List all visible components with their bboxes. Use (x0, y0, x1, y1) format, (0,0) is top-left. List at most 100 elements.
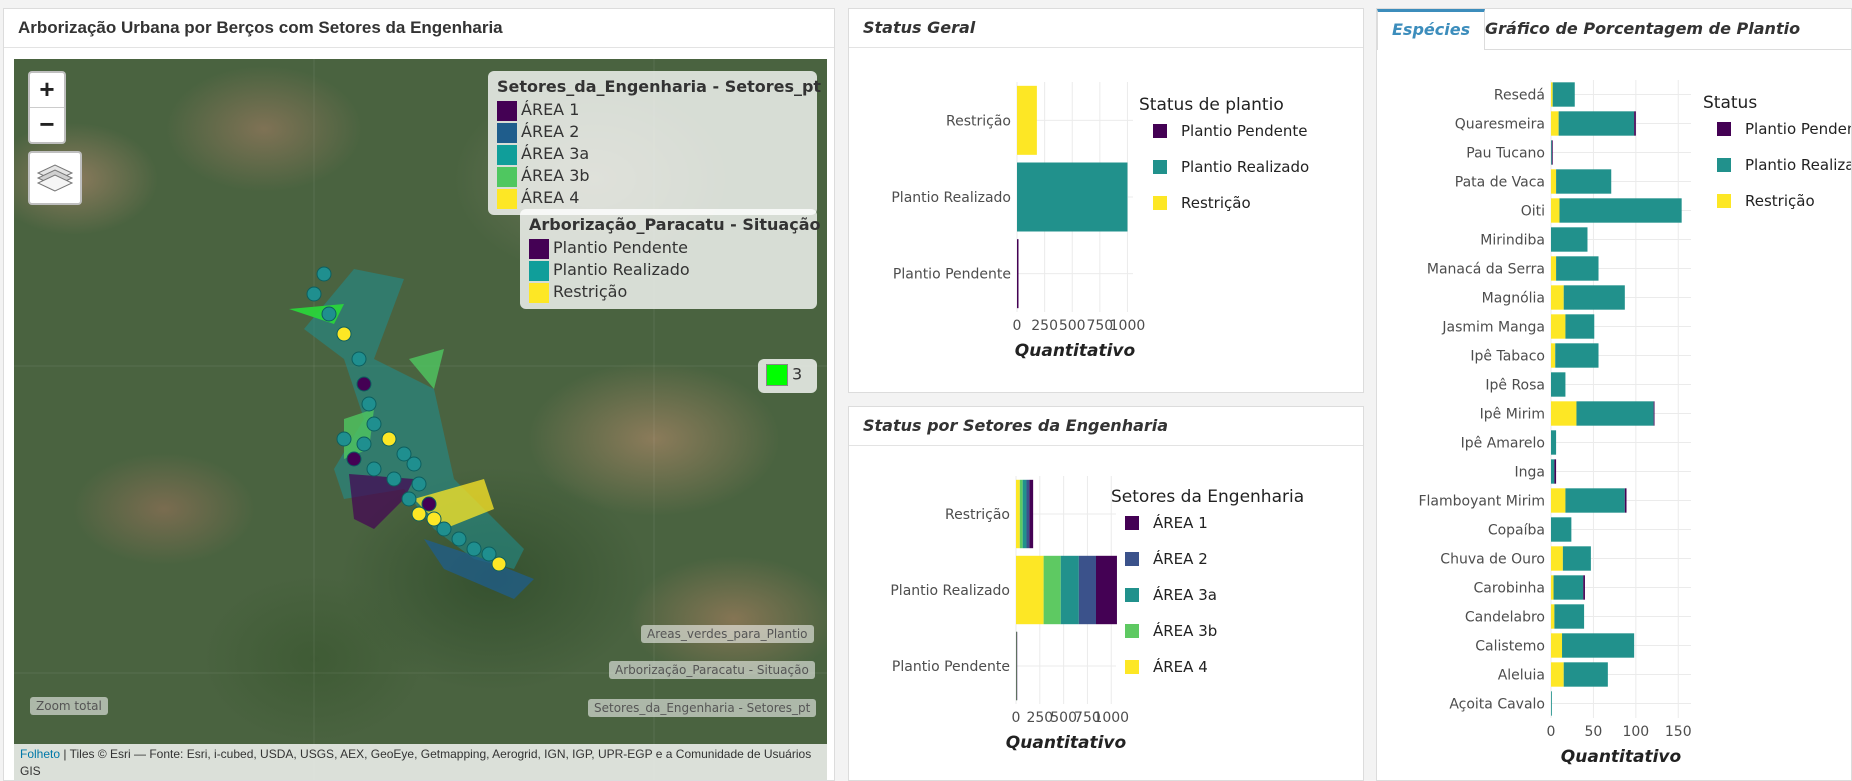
category-label: Aleluia (1498, 668, 1545, 684)
bar-segment (1562, 546, 1591, 571)
tree-point[interactable] (366, 416, 382, 432)
tree-point[interactable] (316, 266, 332, 282)
legend-situacao-swatch (529, 260, 549, 281)
bar-segment (1552, 82, 1575, 107)
bar-segment (1551, 691, 1552, 716)
legend-setores-swatch (497, 100, 517, 121)
layer-tag-arborizacao[interactable]: Arborização_Paracatu - Situação (609, 661, 815, 679)
tree-point[interactable] (421, 496, 437, 512)
legend-label: ÁREA 2 (1153, 549, 1208, 568)
x-tick-label: 0 (1547, 724, 1556, 740)
species-tabs: Espécies Gráfico de Porcentagem de Plant… (1377, 9, 1851, 50)
tree-point[interactable] (336, 431, 352, 447)
tree-point[interactable] (401, 491, 417, 507)
tree-point[interactable] (411, 506, 427, 522)
zoom-in-button[interactable]: + (30, 73, 64, 108)
legend-setores-item: ÁREA 4 (497, 187, 808, 209)
bar-segment (1653, 401, 1655, 426)
legend-title: Status (1703, 93, 1757, 113)
layers-button[interactable] (28, 151, 82, 205)
bar-segment (1043, 555, 1061, 625)
legend-situacao-label: Plantio Realizado (553, 260, 690, 279)
tree-point[interactable] (336, 326, 352, 342)
attribution-text: | Tiles © Esri — Fonte: Esri, i-cubed, U… (20, 747, 812, 778)
bar-segment (1558, 111, 1635, 136)
bar-segment (1016, 555, 1044, 625)
zoom-total-button[interactable]: Zoom total (30, 697, 108, 715)
legend-setores-title: Setores_da_Engenharia - Setores_pt (497, 77, 822, 96)
legend-situacao-item: Restrição (529, 281, 808, 303)
tree-point[interactable] (361, 396, 377, 412)
legend-label: Plantio Pendente (1181, 122, 1308, 140)
bar (1017, 162, 1128, 232)
legend-swatch (1125, 660, 1139, 674)
legend-swatch (1125, 552, 1139, 566)
legend-swatch (1717, 158, 1731, 172)
bar-segment (1551, 575, 1554, 600)
bar-segment (1022, 479, 1027, 549)
layer-tag-setores[interactable]: Setores_da_Engenharia - Setores_pt (588, 699, 817, 717)
tree-point[interactable] (346, 451, 362, 467)
tree-point[interactable] (481, 546, 497, 562)
legend-label: Plantio Realizado (1181, 158, 1309, 176)
bar-segment (1026, 479, 1030, 549)
tree-point[interactable] (466, 541, 482, 557)
tree-point[interactable] (386, 471, 402, 487)
x-tick-label: 0 (1013, 318, 1022, 334)
legend-setores-item: ÁREA 2 (497, 121, 808, 143)
bar-segment (1562, 633, 1635, 658)
legend-swatch (1717, 194, 1731, 208)
x-tick-label: 250 (1031, 318, 1058, 334)
category-label: Carobinha (1474, 581, 1545, 597)
tree-point[interactable] (381, 431, 397, 447)
category-label: Copaíba (1488, 523, 1545, 539)
legend-situacao-item: Plantio Pendente (529, 237, 808, 259)
status-geral-chart: Restrição Plantio Realizado Plantio Penden… (891, 82, 1309, 361)
bar-segment (1551, 111, 1559, 136)
legend-setores: Setores_da_Engenharia - Setores_pt ÁREA … (488, 71, 822, 215)
legend-situacao-swatch (529, 282, 549, 303)
tab-especies[interactable]: Espécies (1377, 9, 1486, 50)
bar-segment (1551, 604, 1555, 629)
tree-point[interactable] (436, 521, 452, 537)
legend-swatch (1153, 160, 1167, 174)
zoom-out-button[interactable]: − (39, 109, 55, 139)
map-overlay (14, 59, 827, 780)
tree-point[interactable] (491, 556, 507, 572)
bar-segment (1551, 488, 1566, 513)
tree-point[interactable] (366, 461, 382, 477)
tree-point[interactable] (306, 286, 322, 302)
tree-point[interactable] (451, 531, 467, 547)
status-geral-title: Status Geral (849, 9, 1363, 48)
area-3b-polygon (409, 349, 444, 389)
bar-segment (1551, 227, 1588, 252)
tree-point[interactable] (426, 511, 442, 527)
tree-point[interactable] (411, 476, 427, 492)
bar-segment (1553, 575, 1584, 600)
bar-segment (1565, 488, 1625, 513)
tab-grafico-porcentagem[interactable]: Gráfico de Porcentagem de Plantio (1485, 19, 1801, 38)
tree-point[interactable] (356, 436, 372, 452)
tree-point[interactable] (321, 306, 337, 322)
tree-point[interactable] (406, 456, 422, 472)
legend-label: Plantio Realizado (1745, 156, 1852, 174)
bar (1017, 239, 1019, 309)
legend-situacao-title: Arborização_Paracatu - Situação (529, 215, 821, 234)
bar-segment (1565, 314, 1595, 339)
status-setores-panel: Status por Setores da Engenharia Restriç… (848, 406, 1364, 781)
green-legend-label: 3 (792, 364, 803, 384)
leaflet-link[interactable]: Folheto (20, 747, 61, 761)
tree-point[interactable] (356, 376, 372, 392)
x-tick-label: 100 (1622, 724, 1649, 740)
bar-segment (1551, 140, 1552, 165)
tree-point[interactable] (351, 351, 367, 367)
bar-segment (1554, 604, 1585, 629)
x-tick-label: 750 (1086, 318, 1113, 334)
bar-segment (1555, 343, 1599, 368)
tree-point[interactable] (396, 446, 412, 462)
legend-situacao-item: Plantio Realizado (529, 259, 808, 281)
satellite-map[interactable]: + − Setores_da_Engenharia - Setores_pt Á… (14, 59, 827, 780)
layer-tag-areas-verdes[interactable]: Areas_verdes_para_Plantio (641, 625, 814, 643)
category-label: Açoita Cavalo (1449, 697, 1545, 713)
bar-segment (1029, 479, 1034, 549)
